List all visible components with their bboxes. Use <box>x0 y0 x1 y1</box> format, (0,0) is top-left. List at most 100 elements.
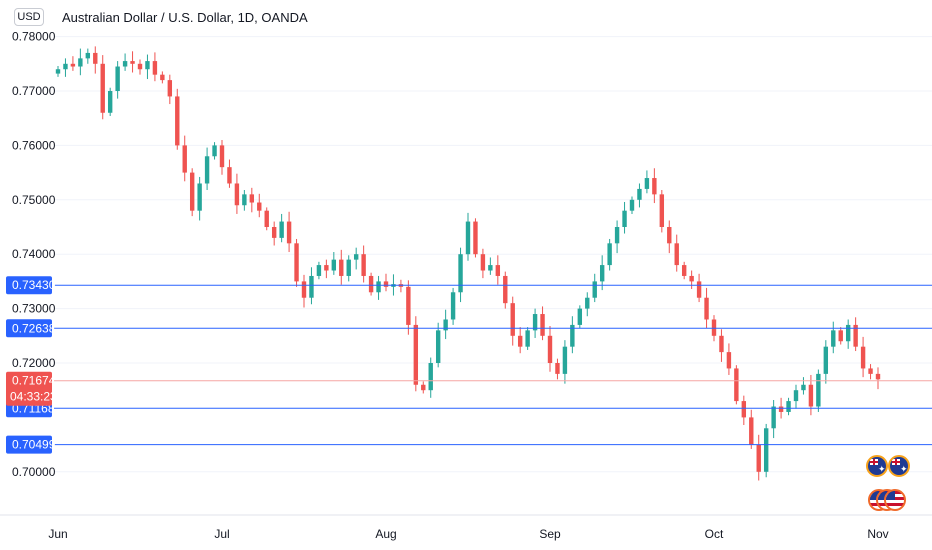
candle-body <box>100 63 105 113</box>
x-tick-label: Oct <box>705 527 724 541</box>
candle-body <box>70 63 76 67</box>
candle-body <box>443 319 448 331</box>
level-tag-label: 0.70499 <box>12 438 56 452</box>
current-price-label: 0.71674 <box>12 374 56 388</box>
x-tick-label: Jun <box>48 527 67 541</box>
candle-body <box>614 227 620 244</box>
candle-body <box>577 308 583 325</box>
candle-body <box>816 373 821 407</box>
candle-body <box>868 368 873 374</box>
level-tag <box>6 276 52 295</box>
candle-body <box>234 183 240 206</box>
candle-body <box>301 281 307 298</box>
candle-body <box>145 61 150 70</box>
candle-body <box>122 61 128 67</box>
candle-body <box>85 52 91 59</box>
candle-body <box>204 156 210 184</box>
candle-body <box>547 335 553 363</box>
candle-body <box>652 178 657 195</box>
candle-body <box>339 259 344 276</box>
candle-body <box>517 335 523 347</box>
candle-body <box>845 324 851 342</box>
candle-body <box>160 74 165 81</box>
candle-body <box>555 363 560 374</box>
candle-body <box>599 265 605 282</box>
y-tick-label: 0.77000 <box>12 84 56 98</box>
candle-body <box>659 194 665 227</box>
candle-body <box>376 281 381 293</box>
candle-body <box>674 243 679 266</box>
candle-body <box>137 63 143 70</box>
candle-body <box>78 58 83 67</box>
chart-title: Australian Dollar / U.S. Dollar, 1D, OAN… <box>62 10 308 25</box>
level-tag <box>6 435 52 454</box>
candle-body <box>63 63 68 70</box>
level-tag-label: 0.73430 <box>12 278 56 292</box>
candle-body <box>823 346 829 374</box>
candle-body <box>831 330 836 347</box>
candle-body <box>331 259 337 271</box>
candle-body <box>689 275 694 282</box>
candle-body <box>696 281 702 298</box>
candle-body <box>450 292 456 320</box>
candle-body <box>503 275 508 304</box>
candle-body <box>532 314 538 331</box>
candle-body <box>629 199 635 211</box>
candle-body <box>808 384 814 407</box>
x-tick-label: Sep <box>539 527 561 541</box>
candle-body <box>182 145 187 173</box>
australian-flag-icon <box>866 455 888 477</box>
candle-body <box>562 346 568 374</box>
candle-body <box>383 281 389 287</box>
candle-body <box>570 324 575 347</box>
x-tick-label: Nov <box>867 527 888 541</box>
candle-body <box>286 221 292 244</box>
candle-body <box>719 335 724 353</box>
candle-body <box>771 406 776 429</box>
candle-body <box>458 254 463 293</box>
candle-body <box>353 254 359 260</box>
candle-body <box>167 80 173 97</box>
candle-body <box>361 254 366 276</box>
candle-body <box>681 265 687 276</box>
candle-body <box>704 297 709 320</box>
y-tick-label: 0.73000 <box>12 302 56 316</box>
candle-body <box>726 352 732 369</box>
candle-body <box>793 390 799 402</box>
x-tick-label: Aug <box>375 527 396 541</box>
candle-body <box>778 406 784 412</box>
y-tick-label: 0.78000 <box>12 30 56 44</box>
candle-body <box>242 194 247 206</box>
candle-body <box>540 314 545 336</box>
candle-body <box>294 243 299 282</box>
candle-body <box>510 303 515 336</box>
candle-body <box>473 221 478 255</box>
candle-body <box>853 324 858 347</box>
level-tag <box>6 319 52 338</box>
candle-body <box>525 330 530 347</box>
candle-body <box>115 66 120 91</box>
candle-body <box>838 330 843 342</box>
australian-flag-icon <box>888 455 910 477</box>
candle-body <box>316 265 322 276</box>
candle-body <box>175 96 180 146</box>
candle-body <box>488 265 493 271</box>
candle-body <box>197 183 202 211</box>
candle-body <box>786 401 791 412</box>
x-tick-label: Jul <box>214 527 229 541</box>
currency-label[interactable]: USD <box>14 8 44 26</box>
candle-body <box>749 417 754 445</box>
y-tick-label: 0.70000 <box>12 465 56 479</box>
candle-body <box>592 281 597 298</box>
candle-body <box>227 167 232 184</box>
flags-badge[interactable] <box>866 455 912 519</box>
y-tick-label: 0.72000 <box>12 356 56 370</box>
y-tick-label: 0.75000 <box>12 193 56 207</box>
candle-body <box>875 373 881 380</box>
candle-body <box>480 254 486 271</box>
candle-body <box>257 202 262 211</box>
y-tick-label: 0.76000 <box>12 138 56 152</box>
candle-body <box>271 227 277 238</box>
candle-body <box>249 194 255 203</box>
